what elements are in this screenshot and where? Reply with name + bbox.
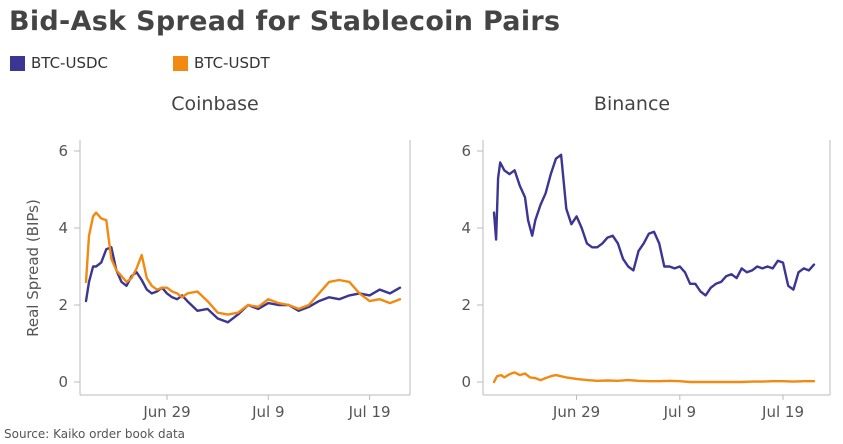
legend-swatch-btc-usdc [10,55,25,71]
legend-label-btc-usdc: BTC-USDC [31,54,108,72]
binance-y-tick-label: 2 [461,296,471,314]
legend-item-btc-usdt[interactable]: BTC-USDT [173,54,270,72]
coinbase-y-tick-label: 4 [58,219,68,237]
binance-x-tick-label: Jun 29 [552,403,600,421]
coinbase-y-tick-label: 2 [58,296,68,314]
binance-y-tick-label: 6 [461,142,471,160]
legend-label-btc-usdt: BTC-USDT [194,54,270,72]
coinbase-x-tick-label: Jun 29 [142,403,190,421]
binance-series-btc-usdc[interactable] [492,153,816,297]
coinbase-y-tick-label: 0 [58,373,68,391]
legend-item-btc-usdc[interactable]: BTC-USDC [10,54,108,72]
source-note: Source: Kaiko order book data [4,427,186,441]
coinbase-x-tick-label: Jul 19 [348,403,391,421]
coinbase-title: Coinbase [171,93,259,115]
binance-series-btc-usdt[interactable] [492,371,816,384]
binance-y-tick-label: 0 [461,373,471,391]
coinbase-panel: Coinbase 0 2 4 6 Jun 29 Jul 9 Jul 19 [58,93,411,421]
binance-panel: Binance 0 2 4 6 Jun 29 Jul 9 Jul 19 [461,93,831,421]
chart-title: Bid-Ask Spread for Stablecoin Pairs [9,6,561,37]
binance-title: Binance [594,93,670,115]
binance-x-tick-label: Jul 9 [663,403,696,421]
coinbase-series-btc-usdt[interactable] [84,211,402,316]
coinbase-y-tick-label: 6 [58,142,68,160]
binance-y-tick-label: 4 [461,219,471,237]
legend-swatch-btc-usdt [173,55,188,71]
coinbase-x-tick-label: Jul 9 [251,403,284,421]
binance-x-tick-label: Jul 19 [761,403,804,421]
y-axis-title: Real Spread (BIPs) [24,199,42,337]
